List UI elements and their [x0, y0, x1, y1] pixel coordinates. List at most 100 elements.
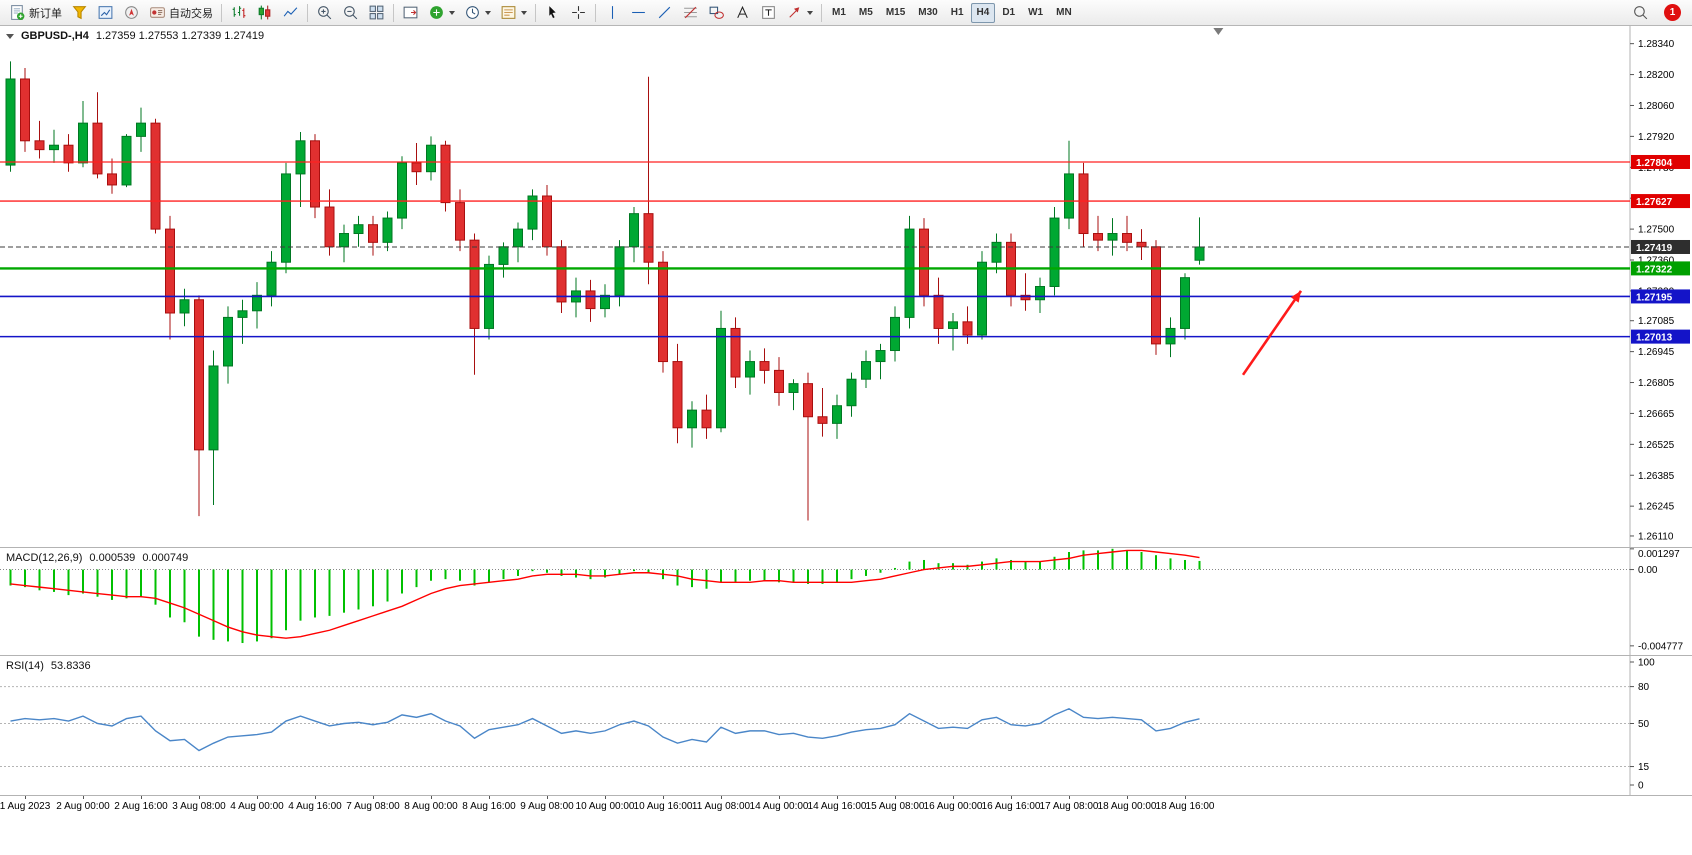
- timeframe-button-m30[interactable]: M30: [912, 3, 943, 23]
- time-tick: [721, 796, 722, 799]
- fibonacci-button[interactable]: [678, 2, 703, 24]
- price-tick-label: 1.26385: [1638, 471, 1675, 482]
- rsi-tick-label: 0: [1638, 781, 1644, 792]
- price-tick-label: 1.26525: [1638, 440, 1675, 451]
- price-tick-label: 1.28340: [1638, 39, 1675, 50]
- timeframe-button-h1[interactable]: H1: [945, 3, 970, 23]
- macd-surface[interactable]: 0.001297 0.00 -0.004777: [0, 548, 1692, 655]
- time-axis-label: 18 Aug 00:00: [1097, 801, 1157, 812]
- time-axis-label: 17 Aug 08:00: [1039, 801, 1099, 812]
- timeframe-button-m1[interactable]: M1: [826, 3, 852, 23]
- chart-window: 1.283401.282001.280601.279201.277801.276…: [0, 26, 1692, 818]
- time-tick: [1185, 796, 1186, 799]
- trend-arrow[interactable]: [1241, 290, 1303, 376]
- time-tick: [25, 796, 26, 799]
- price-tick-label: 1.27920: [1638, 132, 1675, 143]
- autotrading-button[interactable]: 自动交易: [145, 2, 217, 24]
- notification-badge[interactable]: 1: [1664, 4, 1681, 21]
- main-chart-surface[interactable]: 1.283401.282001.280601.279201.277801.276…: [0, 26, 1692, 547]
- market-watch-button[interactable]: [93, 2, 118, 24]
- time-axis-label: 7 Aug 08:00: [346, 801, 400, 812]
- rsi-line: [10, 707, 1200, 752]
- crosshair-button[interactable]: [566, 2, 591, 24]
- chart-collapse-icon[interactable]: [6, 33, 14, 39]
- chart-shift-button[interactable]: [398, 2, 423, 24]
- toolbar-separator: [307, 3, 308, 22]
- autotrading-label: 自动交易: [169, 7, 213, 20]
- price-tick-label: 1.27360: [1638, 256, 1675, 267]
- timeframe-group: M1 M5 M15 M30 H1 H4 D1 W1 MN: [826, 2, 1078, 23]
- text-label-icon: [762, 6, 775, 19]
- fibonacci-icon: [684, 6, 697, 19]
- toolbar-separator: [393, 3, 394, 22]
- new-order-button[interactable]: 新订单: [5, 2, 66, 24]
- toolbar-separator: [595, 3, 596, 22]
- price-badge-label: 1.27013: [1636, 333, 1673, 344]
- chart-shift-icon: [403, 6, 418, 19]
- time-tick: [605, 796, 606, 799]
- indicators-button[interactable]: [424, 2, 459, 24]
- market-watch-icon: [98, 6, 113, 19]
- text-label-button[interactable]: [756, 2, 781, 24]
- cursor-icon: [549, 6, 556, 19]
- time-axis-label: 8 Aug 00:00: [404, 801, 458, 812]
- cursor-button[interactable]: [540, 2, 565, 24]
- navigator-button[interactable]: [119, 2, 144, 24]
- toolbar-separator: [821, 3, 822, 22]
- timeframe-button-m5[interactable]: M5: [853, 3, 879, 23]
- zoom-in-button[interactable]: [312, 2, 337, 24]
- tile-windows-button[interactable]: [364, 2, 389, 24]
- bar-chart-icon: [232, 6, 246, 18]
- vertical-line-button[interactable]: [600, 2, 625, 24]
- time-tick: [315, 796, 316, 799]
- macd-signal-line: [10, 549, 1200, 639]
- metaeditor-button[interactable]: [67, 2, 92, 24]
- timeframe-button-h4[interactable]: H4: [970, 2, 996, 23]
- price-badge-label: 1.27804: [1636, 158, 1673, 169]
- templates-button[interactable]: [496, 2, 531, 24]
- candle-chart-button[interactable]: [252, 2, 277, 24]
- time-tick: [1011, 796, 1012, 799]
- text-tool-button[interactable]: [730, 2, 755, 24]
- time-axis-label: 9 Aug 08:00: [520, 801, 574, 812]
- price-badge: [1631, 154, 1690, 169]
- timeframe-button-d1[interactable]: D1: [996, 3, 1021, 23]
- price-badge-label: 1.27195: [1636, 292, 1673, 303]
- price-tick-label: 1.27500: [1638, 225, 1675, 236]
- time-tick: [663, 796, 664, 799]
- time-axis-label: 2 Aug 16:00: [114, 801, 168, 812]
- timeframe-button-m15[interactable]: M15: [880, 3, 911, 23]
- price-badge: [1631, 289, 1690, 304]
- price-tick-label: 1.26665: [1638, 409, 1675, 420]
- tile-windows-icon: [369, 5, 384, 20]
- horizontal-line-button[interactable]: [626, 2, 651, 24]
- rsi-tick-label: 50: [1638, 719, 1650, 730]
- bar-chart-button[interactable]: [226, 2, 251, 24]
- search-button[interactable]: [1628, 2, 1653, 24]
- main-chart-panel: 1.283401.282001.280601.279201.277801.276…: [0, 26, 1692, 548]
- rsi-surface[interactable]: 100 80 50 15 0: [0, 656, 1692, 795]
- time-axis-label: 2 Aug 00:00: [56, 801, 110, 812]
- timeframe-button-mn[interactable]: MN: [1050, 3, 1078, 23]
- time-axis-label: 1 Aug 2023: [0, 801, 51, 812]
- time-axis-label: 14 Aug 00:00: [749, 801, 809, 812]
- macd-tick-label: -0.004777: [1638, 641, 1683, 652]
- price-badge: [1631, 239, 1690, 254]
- trendline-button[interactable]: [652, 2, 677, 24]
- time-axis[interactable]: 1 Aug 2023 2 Aug 00:00 2 Aug 16:00 3 Aug 08…: [0, 796, 1692, 818]
- text-tool-icon: [737, 5, 748, 19]
- arrows-tool-button[interactable]: [782, 2, 817, 24]
- timeframe-button-w1[interactable]: W1: [1022, 3, 1049, 23]
- main-toolbar: 新订单 自动交易: [0, 0, 1692, 26]
- time-axis-label: 16 Aug 00:00: [923, 801, 983, 812]
- line-chart-button[interactable]: [278, 2, 303, 24]
- zoom-out-button[interactable]: [338, 2, 363, 24]
- horizontal-line-icon: [632, 11, 645, 14]
- dropdown-caret-icon: [807, 10, 813, 15]
- price-tick-label: 1.26945: [1638, 347, 1675, 358]
- shapes-button[interactable]: [704, 2, 729, 24]
- chart-shift-marker[interactable]: [1213, 28, 1224, 35]
- price-tick-label: 1.27085: [1638, 316, 1675, 327]
- periods-button[interactable]: [460, 2, 495, 24]
- time-tick: [1069, 796, 1070, 799]
